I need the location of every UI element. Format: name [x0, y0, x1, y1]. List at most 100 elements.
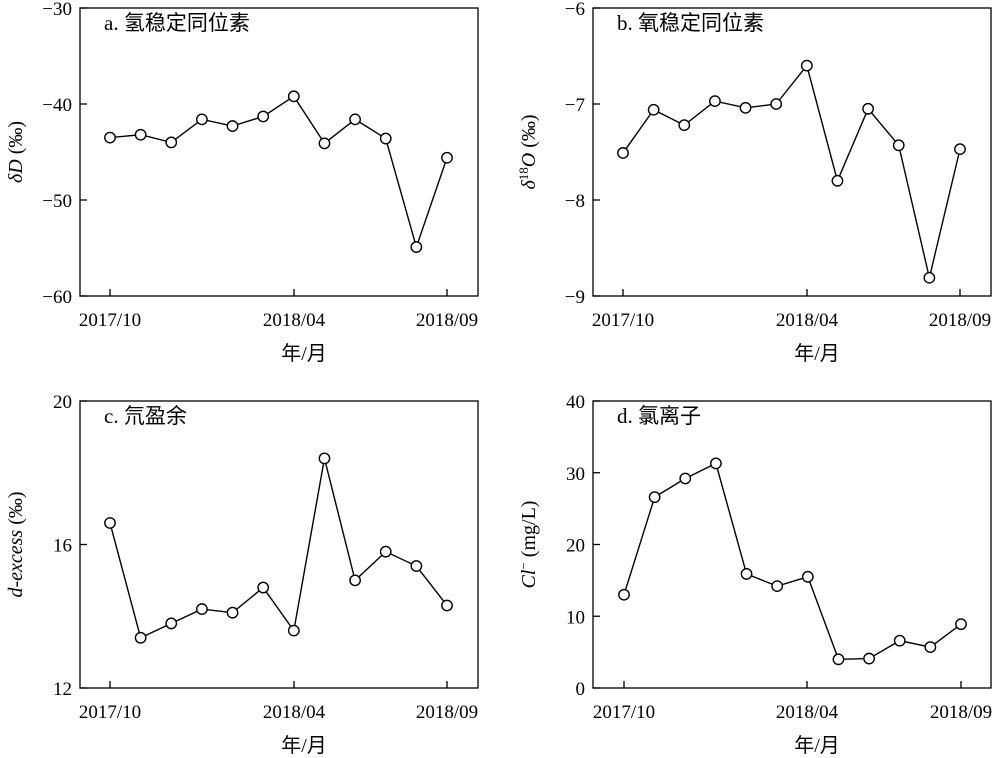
- data-point: [441, 599, 453, 612]
- data-point: [801, 570, 814, 583]
- panel-title: b. 氧稳定同位素: [617, 11, 764, 35]
- x-tick-label: 2018/09: [930, 702, 992, 723]
- data-point: [739, 101, 752, 114]
- y-tick-label: −30: [42, 0, 72, 20]
- x-tick-label: 2017/10: [79, 702, 141, 723]
- data-point: [226, 606, 239, 619]
- x-axis-title: 年/月: [281, 734, 327, 757]
- y-axis-title-part: Cl: [518, 569, 540, 588]
- x-tick-label: 2018/04: [776, 702, 839, 723]
- data-point: [892, 139, 905, 152]
- data-point: [196, 603, 208, 615]
- y-tick-label: −8: [565, 191, 585, 212]
- data-point: [831, 174, 844, 187]
- panel-c: 20 16 12 2017/10 2018/04 2018/09 年/月 d-excess (…: [5, 392, 479, 757]
- data-point: [226, 120, 239, 132]
- y-axis-title-part: (‰): [5, 491, 27, 529]
- x-tick-label: 2018/04: [776, 310, 839, 331]
- data-point: [104, 517, 116, 529]
- y-tick-label: −50: [42, 191, 72, 212]
- panel-d: 40 30 20 10 0 2017/10 2018/04 2018/09 年/月 Cl− (mg…: [516, 392, 993, 757]
- series-line: [109, 95, 448, 250]
- data-point: [647, 103, 660, 116]
- y-tick-label: 12: [53, 679, 72, 700]
- data-point: [678, 119, 691, 132]
- data-point: [349, 113, 361, 126]
- series-line: [622, 64, 961, 278]
- data-point: [410, 560, 423, 572]
- y-axis-title: Cl− (mg/L): [516, 501, 541, 589]
- data-point: [893, 634, 906, 647]
- data-point: [740, 568, 753, 580]
- data-point: [287, 624, 300, 637]
- series-line: [109, 458, 448, 639]
- data-point: [923, 271, 936, 284]
- plot-frame: [79, 7, 479, 297]
- y-tick-label: −60: [42, 287, 72, 308]
- data-point: [710, 457, 722, 470]
- x-tick-label: 2018/04: [263, 702, 326, 723]
- y-tick-label: 0: [576, 679, 586, 700]
- x-axis-title: 年/月: [794, 342, 840, 365]
- y-tick-label: 16: [53, 536, 72, 557]
- y-axis-title-part: δD: [5, 159, 27, 183]
- data-point: [955, 618, 967, 631]
- y-tick-label: −6: [565, 0, 585, 20]
- y-tick-label: 20: [566, 536, 585, 557]
- panel-a: −30 −40 −50 −60 2017/10 2018/04 2018/09 年/月 δD (…: [5, 0, 479, 365]
- y-axis-title-part: δ: [518, 180, 540, 190]
- y-axis-title-part: 18: [516, 167, 531, 180]
- x-tick-label: 2017/10: [79, 310, 141, 331]
- data-point: [257, 581, 270, 594]
- x-tick-label: 2017/10: [593, 702, 655, 723]
- data-point: [441, 151, 453, 164]
- series-line: [623, 462, 962, 661]
- y-axis-title-part: −: [516, 562, 531, 569]
- data-point: [863, 652, 875, 665]
- data-point: [165, 617, 178, 630]
- data-point: [832, 653, 845, 666]
- data-point: [679, 472, 692, 485]
- y-tick-label: −9: [565, 287, 585, 308]
- x-tick-label: 2018/09: [416, 702, 478, 723]
- data-point: [379, 132, 392, 145]
- data-point: [954, 143, 966, 156]
- data-point: [134, 128, 147, 141]
- data-point: [134, 631, 147, 644]
- data-point: [196, 113, 208, 126]
- x-tick-label: 2017/10: [592, 310, 654, 331]
- y-axis-title-part: (‰): [5, 121, 27, 159]
- panel-b: −6 −7 −8 −9 2017/10 2018/04 2018/09 年/月 δ18O (‰)…: [516, 0, 992, 365]
- y-axis-title: δD (‰): [5, 121, 27, 183]
- data-point: [318, 452, 331, 465]
- y-tick-label: 10: [566, 607, 585, 628]
- data-point: [771, 580, 784, 593]
- x-axis-title: 年/月: [794, 734, 840, 757]
- data-point: [410, 241, 423, 253]
- data-point: [617, 147, 629, 159]
- x-tick-label: 2018/04: [263, 310, 326, 331]
- data-point: [618, 588, 630, 601]
- data-point: [349, 574, 361, 587]
- plot-frame: [79, 400, 479, 689]
- data-point: [318, 137, 331, 150]
- y-tick-label: −7: [565, 95, 585, 116]
- panel-title: c. 氘盈余: [104, 404, 187, 428]
- data-point: [165, 136, 178, 149]
- panel-title: d. 氯离子: [617, 404, 701, 428]
- data-point: [924, 641, 937, 654]
- data-point: [770, 98, 783, 110]
- y-axis-title-part: (‰): [518, 114, 540, 152]
- y-axis-title: δ18O (‰): [516, 114, 541, 189]
- plot-frame: [592, 7, 992, 297]
- data-point: [800, 59, 813, 72]
- y-axis-title-part: O: [518, 153, 540, 167]
- y-tick-label: −40: [42, 95, 72, 116]
- data-point: [257, 110, 270, 123]
- y-tick-label: 40: [566, 392, 585, 413]
- y-tick-label: 30: [566, 464, 585, 485]
- panel-title: a. 氢稳定同位素: [104, 11, 250, 35]
- x-tick-label: 2018/09: [416, 310, 478, 331]
- data-point: [648, 491, 661, 504]
